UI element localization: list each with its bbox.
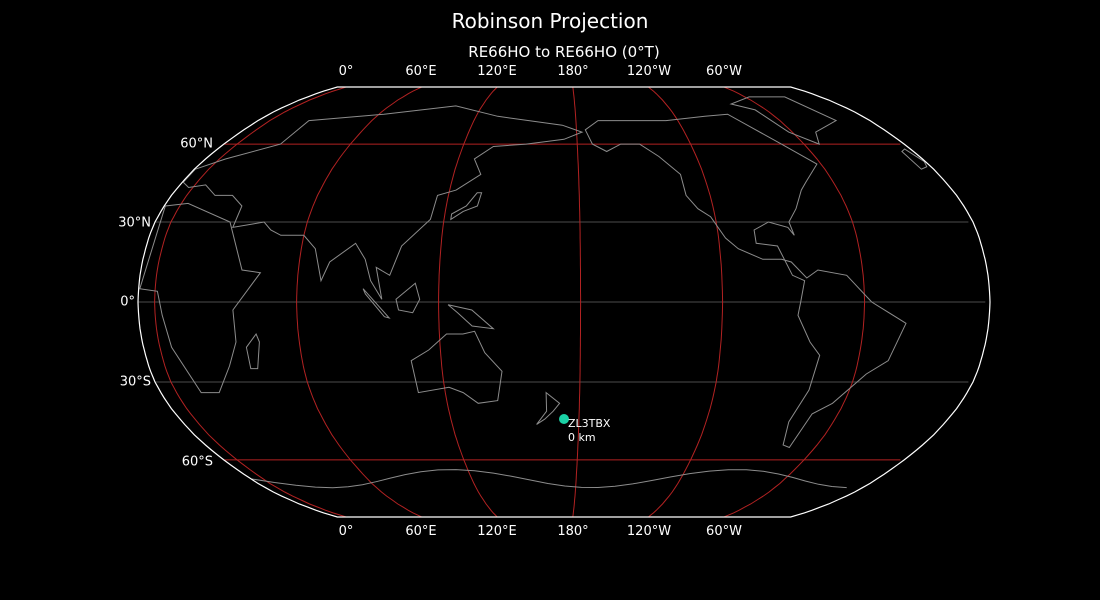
meridian-line-red <box>723 86 866 518</box>
lon-tick-top: 60°E <box>405 64 437 79</box>
coastline-americas <box>584 113 907 449</box>
lat-tick: 30°S <box>119 374 151 390</box>
lon-tick-bottom: 120°W <box>626 524 672 539</box>
coastline-africa <box>139 202 262 394</box>
lon-tick-top: 60°W <box>706 64 742 79</box>
lon-tick-top: 0° <box>338 64 354 79</box>
coastline-newguinea <box>447 304 495 330</box>
meridian-line-red <box>572 86 582 518</box>
map-subtitle: RE66HO to RE66HO (0°T) <box>468 43 660 61</box>
lon-tick-bottom: 180° <box>557 524 589 539</box>
coastline-borneo <box>395 282 421 314</box>
meridian-line-red <box>296 86 422 518</box>
coastline-australia <box>410 330 503 404</box>
lon-tick-top: 120°E <box>477 64 517 79</box>
coastline-greenland <box>729 96 838 145</box>
coastline-antarctica <box>251 469 847 489</box>
lon-tick-bottom: 60°E <box>405 524 437 539</box>
coastline-japan <box>450 192 483 221</box>
lon-tick-top: 120°W <box>626 64 672 79</box>
lat-tick: 60°S <box>181 454 213 470</box>
coastline-sumatra <box>362 288 391 319</box>
map-border <box>137 86 991 518</box>
coastline-madagascar <box>245 332 260 370</box>
lat-tick: 30°N <box>118 215 151 231</box>
lat-tick: 0° <box>120 294 135 310</box>
map-title: Robinson Projection <box>451 9 649 33</box>
station-distance: 0 km <box>568 431 596 444</box>
lat-tick: 60°N <box>180 136 213 152</box>
lon-tick-bottom: 120°E <box>477 524 517 539</box>
meridian-line-red <box>154 86 347 518</box>
lon-tick-bottom: 0° <box>338 524 354 539</box>
coastline-eurasia <box>182 105 584 300</box>
meridian-line-red <box>438 86 498 518</box>
lon-tick-top: 180° <box>557 64 589 79</box>
coastline-newzealand <box>536 391 561 425</box>
station-label: ZL3TBX 0 km <box>568 417 610 445</box>
lon-tick-bottom: 60°W <box>706 524 742 539</box>
coastline-britain <box>901 148 928 170</box>
station-callsign: ZL3TBX <box>568 417 611 430</box>
meridian-line-red <box>648 86 724 518</box>
station-marker[interactable] <box>559 414 569 424</box>
